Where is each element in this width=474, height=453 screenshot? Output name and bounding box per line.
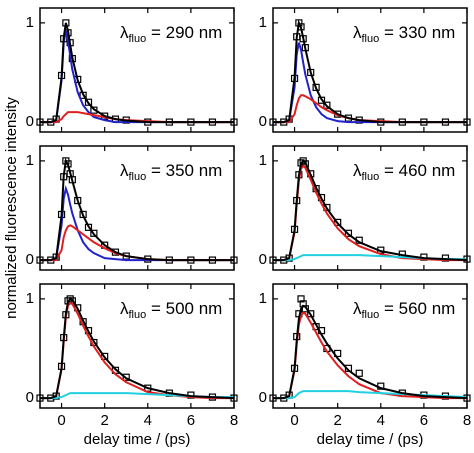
plot-frame <box>39 7 235 133</box>
x-axis-label: delay time / (ps) <box>317 431 424 448</box>
plot-frame <box>39 145 235 271</box>
annotation-symbol: λ <box>120 161 129 180</box>
annotation-text: = 460 nm <box>379 161 455 180</box>
x-tick-label: 0 <box>57 412 65 429</box>
panel: 0 2 4 6 8 0 1 λfluo = 560 nm delay time / (ps) <box>259 283 471 448</box>
data-point <box>355 369 363 377</box>
annotation-subscript: fluo <box>362 33 380 45</box>
annotation-subscript: fluo <box>129 309 147 321</box>
fit-line <box>40 224 234 262</box>
annotation-text: = 350 nm <box>146 161 222 180</box>
x-tick-label: 2 <box>100 412 108 429</box>
panel: 0 2 4 6 8 0 1 λfluo = 500 nm delay time / (ps) <box>26 283 238 448</box>
fit-line <box>273 159 467 262</box>
annotation: λfluo = 500 nm <box>120 299 222 320</box>
annotation-symbol: λ <box>120 299 129 318</box>
fit-line <box>40 185 234 262</box>
annotation-text: = 500 nm <box>146 299 222 318</box>
annotation-subscript: fluo <box>129 33 147 45</box>
annotation-text: = 330 nm <box>379 23 455 42</box>
plot-frame <box>272 145 468 271</box>
y-tick-label: 1 <box>26 290 34 307</box>
annotation-subscript: fluo <box>362 171 380 183</box>
data-point <box>344 229 353 237</box>
y-tick-label: 0 <box>259 113 267 130</box>
x-tick-label: 8 <box>230 412 238 429</box>
annotation-text: = 560 nm <box>379 299 455 318</box>
y-tick-label: 1 <box>26 152 34 169</box>
annotation-subscript: fluo <box>129 171 147 183</box>
fit-line <box>273 254 467 262</box>
annotation-symbol: λ <box>353 299 362 318</box>
y-tick-label: 0 <box>259 251 267 268</box>
annotation-symbol: λ <box>353 23 362 42</box>
plot-frame <box>272 7 468 133</box>
x-tick-label: 2 <box>333 412 341 429</box>
y-tick-label: 1 <box>259 290 267 307</box>
fit-line <box>273 304 467 400</box>
x-tick-label: 6 <box>420 412 428 429</box>
data-point <box>122 373 130 381</box>
fit-line <box>40 297 234 400</box>
x-tick-label: 6 <box>187 412 195 429</box>
y-tick-label: 1 <box>259 152 267 169</box>
annotation: λfluo = 350 nm <box>120 161 222 182</box>
fit-line <box>273 390 467 400</box>
annotation: λfluo = 330 nm <box>353 23 455 44</box>
x-axis-label: delay time / (ps) <box>84 431 191 448</box>
data-point <box>323 101 331 109</box>
fit-line <box>273 19 467 124</box>
y-axis-label: normalized fluorescence intensity <box>3 97 20 319</box>
annotation-symbol: λ <box>353 161 362 180</box>
plot-frame <box>39 283 235 409</box>
x-tick-label: 0 <box>290 412 298 429</box>
data-point <box>90 229 98 237</box>
annotation-text: = 290 nm <box>146 23 222 42</box>
fit-line <box>273 311 467 400</box>
annotation-symbol: λ <box>120 23 129 42</box>
fit-line <box>40 157 234 262</box>
data-point <box>84 98 93 106</box>
panel: 0 1 λfluo = 290 nm <box>26 7 238 133</box>
fit-line <box>40 392 234 400</box>
fit-line <box>273 42 467 124</box>
data-point <box>297 295 305 303</box>
panel: 0 1 λfluo = 460 nm <box>259 145 471 271</box>
annotation: λfluo = 560 nm <box>353 299 455 320</box>
y-tick-label: 0 <box>259 389 267 406</box>
annotation: λfluo = 290 nm <box>120 23 222 44</box>
x-tick-label: 4 <box>144 412 152 429</box>
y-tick-label: 0 <box>26 113 34 130</box>
y-tick-label: 0 <box>26 389 34 406</box>
fit-line <box>273 94 467 124</box>
data-point <box>334 218 342 226</box>
x-tick-label: 8 <box>463 412 471 429</box>
y-tick-label: 1 <box>259 14 267 31</box>
annotation-subscript: fluo <box>362 309 380 321</box>
fit-line <box>40 22 234 124</box>
x-tick-label: 4 <box>377 412 385 429</box>
panel: 0 1 λfluo = 330 nm <box>259 7 471 133</box>
y-tick-label: 1 <box>26 14 34 31</box>
annotation: λfluo = 460 nm <box>353 161 455 182</box>
plot-frame <box>272 283 468 409</box>
y-tick-label: 0 <box>26 251 34 268</box>
